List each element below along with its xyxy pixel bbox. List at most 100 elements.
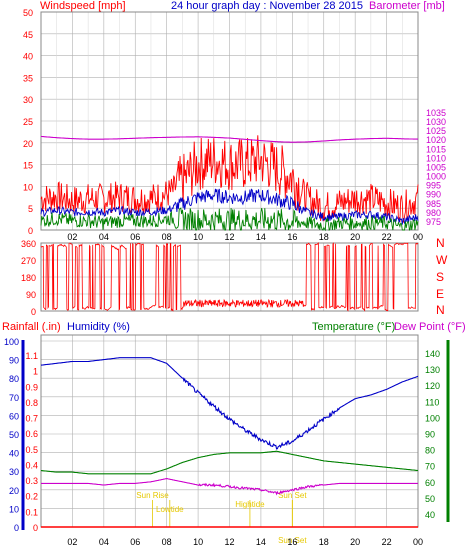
- temperature-y-tick-label: 40: [425, 510, 435, 520]
- dewpoint-label: Dew Point (°F): [394, 321, 466, 333]
- rain-y-tick-label: 0.5: [25, 445, 38, 455]
- humidity-y-tick-label: 90: [9, 356, 19, 366]
- rain-y-tick-label: 0.1: [25, 507, 38, 517]
- wind-series-gust: [40, 135, 419, 224]
- rainfall-label: Rainfall (.in): [2, 321, 61, 333]
- climate-x-tick-label: 16: [287, 537, 297, 547]
- climate-x-tick-label: 04: [99, 537, 109, 547]
- baro-axis-label: Barometer [mb]: [369, 0, 445, 12]
- humidity-y-tick-label: 20: [9, 486, 19, 496]
- climate-x-ticks: 02 04 06 08 10 12 14 16 18 20 22 00: [67, 537, 423, 547]
- rain-y-tick-label: 0.8: [25, 398, 38, 408]
- wind-panel: Windspeed [mph] 24 hour graph day : Nove…: [23, 0, 446, 242]
- wind-x-tick-label: 18: [319, 232, 329, 242]
- wind-y-tick-label: 25: [23, 117, 33, 127]
- baro-y-tick-label: 995: [426, 181, 441, 191]
- rain-y-tick-label: 1: [33, 367, 38, 377]
- wind-y-tick-label: 15: [23, 161, 33, 171]
- climate-x-tick-label: 14: [256, 537, 266, 547]
- temperature-label: Temperature (°F): [312, 321, 395, 333]
- temperature-y-tick-label: 120: [425, 381, 440, 391]
- wind-y-tick-label: 0: [28, 226, 33, 236]
- chart-title: 24 hour graph day : November 28 2015: [171, 0, 363, 12]
- wind-x-tick-label: 22: [382, 232, 392, 242]
- wind-x-tick-label: 02: [67, 232, 77, 242]
- wind-y-tick-label: 35: [23, 73, 33, 83]
- wind-y-tick-label: 40: [23, 52, 33, 62]
- compass-label: N: [436, 236, 445, 250]
- baro-y-tick-label: 985: [426, 199, 441, 209]
- baro-y-tick-label: 990: [426, 190, 441, 200]
- humidity-y-tick-label: 50: [9, 430, 19, 440]
- wind-series-lull: [40, 207, 419, 232]
- temperature-y-ticks: 40 50 60 70 80 90 100 110 120 130 140: [425, 349, 440, 520]
- wind-y-tick-label: 5: [28, 204, 33, 214]
- rain-y-tick-label: 0.2: [25, 492, 38, 502]
- rain-y-tick-label: 0.9: [25, 382, 38, 392]
- temperature-y-tick-label: 70: [425, 462, 435, 472]
- climate-x-tick-label: 22: [382, 537, 392, 547]
- climate-series-temperature: [40, 450, 419, 475]
- wind-x-tick-label: 20: [350, 232, 360, 242]
- wind-y-tick-label: 45: [23, 30, 33, 40]
- wind-series-average: [40, 188, 419, 225]
- baro-y-tick-label: 1025: [426, 126, 446, 136]
- annotation-label: Hightide: [235, 500, 265, 509]
- wind-y-tick-label: 10: [23, 182, 33, 192]
- climate-x-tick-label: 10: [193, 537, 203, 547]
- compass-label: S: [436, 270, 444, 284]
- baro-y-tick-label: 1005: [426, 162, 446, 172]
- annotation-label: Sun Set: [278, 536, 307, 545]
- rain-y-tick-label: 0.6: [25, 429, 38, 439]
- humidity-y-ticks: 0 10 20 30 40 50 60 70 80 90 100: [4, 337, 19, 533]
- climate-x-tick-label: 20: [350, 537, 360, 547]
- rain-y-tick-label: 0.3: [25, 476, 38, 486]
- baro-y-tick-label: 1020: [426, 135, 446, 145]
- wind-series-barometer: [40, 135, 419, 143]
- climate-x-tick-label: 00: [413, 537, 423, 547]
- rain-y-ticks: 0 0.1 0.2 0.3 0.4 0.5 0.6 0.7 0.8 0.9 1 1.1: [25, 351, 38, 533]
- humidity-y-tick-label: 10: [9, 504, 19, 514]
- climate-x-tick-label: 06: [130, 537, 140, 547]
- climate-series-dewpoint: [41, 478, 418, 496]
- annotation-label: Sun Rise: [136, 491, 169, 500]
- temperature-y-tick-label: 60: [425, 478, 435, 488]
- baro-y-tick-label: 1015: [426, 144, 446, 154]
- temperature-y-tick-label: 50: [425, 494, 435, 504]
- baro-y-ticks: 9759809859909951000100510101015102010251…: [426, 108, 446, 227]
- temperature-y-tick-label: 100: [425, 413, 440, 423]
- compass-label: E: [436, 287, 444, 301]
- direction-y-tick-label: 360: [21, 239, 36, 249]
- wind-y-tick-label: 30: [23, 95, 33, 105]
- wind-series: [40, 135, 419, 232]
- temperature-y-tick-label: 80: [425, 446, 435, 456]
- wind-x-tick-label: 06: [130, 232, 140, 242]
- rain-y-tick-label: 0.7: [25, 414, 38, 424]
- annotation-label: Lowtide: [156, 505, 184, 514]
- wind-y-tick-label: 50: [23, 8, 33, 18]
- wind-axis-label: Windspeed [mph]: [40, 0, 126, 12]
- climate-x-tick-label: 02: [67, 537, 77, 547]
- wind-x-tick-label: 12: [224, 232, 234, 242]
- baro-y-tick-label: 975: [426, 217, 441, 227]
- astro-annotations: Sun Rise Lowtide Hightide Sun Set Sun Set: [136, 491, 307, 545]
- wind-x-ticks: 02 04 06 08 10 12 14 16 18 20 22 00: [67, 232, 423, 242]
- climate-series: [40, 357, 419, 528]
- baro-y-tick-label: 1030: [426, 117, 446, 127]
- wind-x-tick-label: 10: [193, 232, 203, 242]
- rain-y-tick-label: 0.4: [25, 460, 38, 470]
- climate-series-humidity: [40, 357, 419, 450]
- direction-y-tick-label: 180: [21, 273, 36, 283]
- baro-y-tick-label: 980: [426, 208, 441, 218]
- rain-y-tick-label: 1.1: [25, 351, 38, 361]
- annotation-label: Sun Set: [278, 491, 307, 500]
- humidity-y-tick-label: 0: [14, 523, 19, 533]
- baro-y-tick-label: 1000: [426, 172, 446, 182]
- climate-x-tick-label: 12: [224, 537, 234, 547]
- direction-series: [40, 242, 419, 312]
- wind-y-ticks: 0 5 10 15 20 25 30 35 40 45 50: [23, 8, 33, 236]
- direction-plot-frame: [40, 242, 419, 312]
